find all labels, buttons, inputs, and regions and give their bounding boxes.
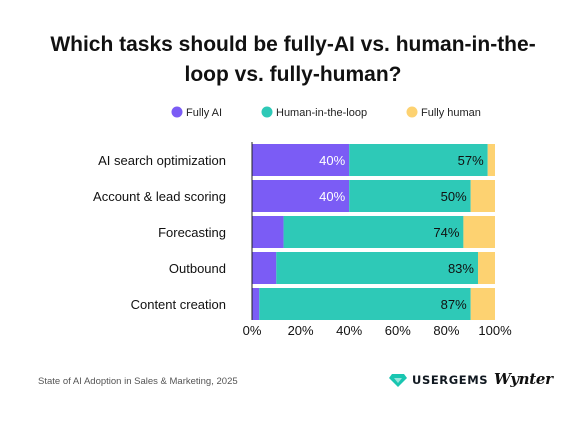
wynter-logo: Wynter	[494, 370, 553, 388]
usergems-logo: USERGEMS	[389, 373, 488, 387]
category-label: Forecasting	[158, 225, 226, 240]
bar-segment	[477, 252, 495, 284]
category-label: Outbound	[169, 261, 226, 276]
chart-title: Which tasks should be fully-AI vs. human…	[50, 33, 536, 86]
x-tick-label: 100%	[478, 323, 512, 338]
bar-segment	[252, 252, 277, 284]
legend-label: Human-in-the-loop	[276, 107, 367, 119]
x-tick-label: 20%	[288, 323, 314, 338]
legend-label: Fully human	[421, 107, 481, 119]
source-note: State of AI Adoption in Sales & Marketin…	[38, 376, 238, 387]
bar-segment	[470, 180, 495, 212]
data-label: 57%	[458, 153, 484, 168]
usergems-wordmark: USERGEMS	[412, 373, 489, 387]
x-tick-label: 40%	[336, 323, 362, 338]
data-label: 40%	[319, 153, 345, 168]
gem-icon	[389, 374, 407, 387]
legend-marker	[261, 106, 273, 118]
bar-segment	[487, 144, 495, 176]
legend-marker	[406, 106, 418, 118]
x-tick-label: 80%	[433, 323, 459, 338]
bar-segment	[470, 288, 495, 320]
bar-segment	[276, 252, 478, 284]
bar-segment	[349, 144, 488, 176]
bar-segment	[252, 288, 260, 320]
x-tick-label: 60%	[385, 323, 411, 338]
bar-segment	[259, 288, 471, 320]
bar-segment	[252, 180, 350, 212]
bar-segment	[283, 216, 464, 248]
bar-segment	[252, 144, 350, 176]
category-label: AI search optimization	[98, 153, 226, 168]
bar-segment	[463, 216, 495, 248]
legend-label: Fully AI	[186, 107, 222, 119]
bar-segment	[252, 216, 284, 248]
data-label: 74%	[433, 225, 459, 240]
data-label: 40%	[319, 189, 345, 204]
category-label: Content creation	[131, 297, 226, 312]
data-label: 83%	[448, 261, 474, 276]
category-label: Account & lead scoring	[93, 189, 226, 204]
data-label: 50%	[441, 189, 467, 204]
data-label: 87%	[441, 297, 467, 312]
x-tick-label: 0%	[243, 323, 262, 338]
legend-marker	[171, 106, 183, 118]
bar-segment	[349, 180, 471, 212]
